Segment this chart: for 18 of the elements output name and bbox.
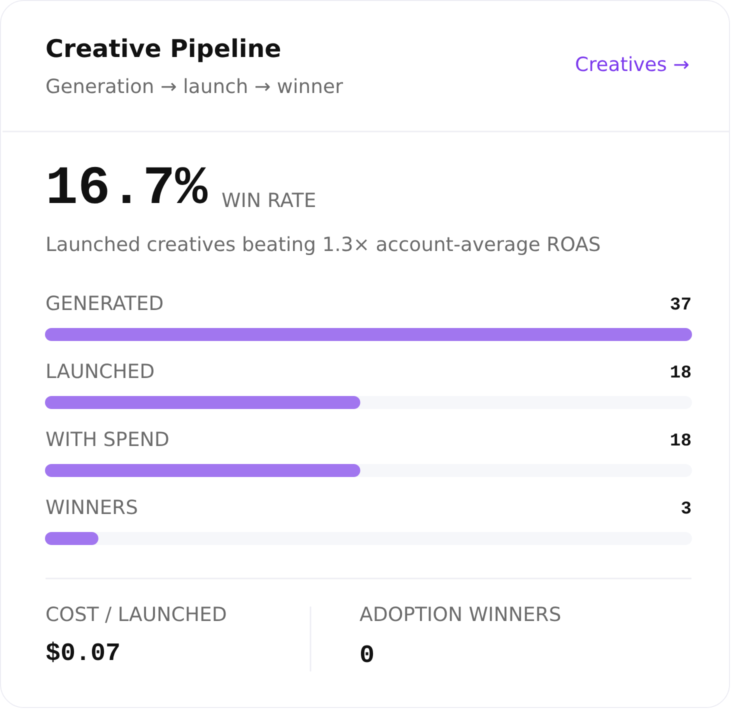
text: Launched creatives beating 1.3× account-average ROAS <box>46 233 601 256</box>
chart-title: Creative Pipeline <box>46 34 282 63</box>
text: WIN RATE <box>222 189 316 212</box>
y-tick-label: GENERATED <box>46 292 164 315</box>
text: ADOPTION WINNERS <box>360 603 562 626</box>
y-tick-label: LAUNCHED <box>46 360 155 383</box>
y-tick-label: WITH SPEND <box>46 428 170 451</box>
y-tick-label: WINNERS <box>46 496 138 519</box>
data-label: 37 <box>670 296 692 316</box>
data-label: 18 <box>670 364 692 384</box>
chart-subtitle: Generation → launch → winner <box>46 75 344 98</box>
text: COST / LAUNCHED <box>46 603 227 626</box>
text: 0 <box>360 641 375 670</box>
data-label: 3 <box>680 500 692 520</box>
data-label: 18 <box>670 432 692 452</box>
text: Creatives → <box>575 53 690 76</box>
text: $0.07 <box>46 639 121 668</box>
text: 16.7% <box>46 159 208 220</box>
